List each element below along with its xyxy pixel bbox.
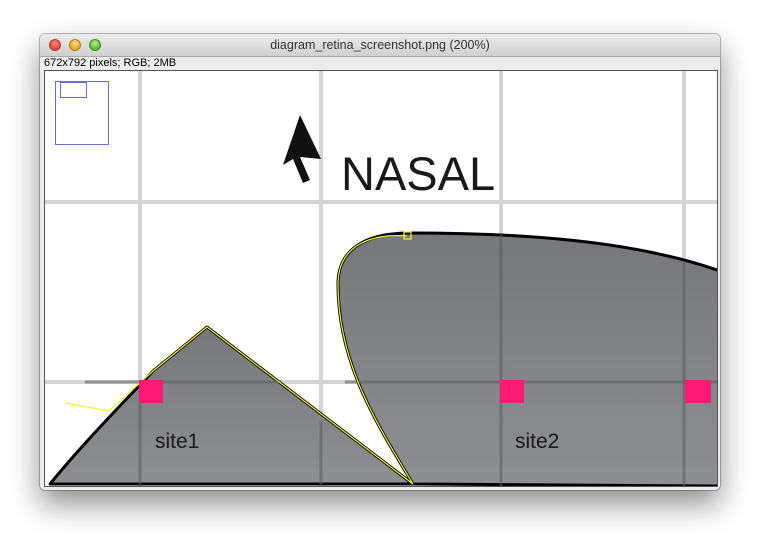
selection-handle[interactable] <box>403 231 412 240</box>
window-title: diagram_retina_screenshot.png (200%) <box>270 38 490 52</box>
title-bar[interactable]: diagram_retina_screenshot.png (200%) <box>40 34 720 57</box>
grid-overlay <box>85 233 717 486</box>
close-button[interactable] <box>49 39 61 51</box>
site3-marker <box>685 380 711 403</box>
nasal-arrow-icon <box>283 115 321 183</box>
site2-marker <box>500 380 524 403</box>
retina-diagram: site1 site2 NASAL <box>45 71 717 486</box>
image-window: diagram_retina_screenshot.png (200%) 672… <box>40 34 720 490</box>
minimize-button[interactable] <box>69 39 81 51</box>
nasal-label: NASAL <box>341 147 495 200</box>
image-canvas[interactable]: site1 site2 NASAL <box>44 70 718 487</box>
zoom-button[interactable] <box>89 39 101 51</box>
site2-label: site2 <box>515 430 559 453</box>
image-info: 672x792 pixels; RGB; 2MB <box>44 57 177 69</box>
retina-regions <box>48 231 717 486</box>
navigator-thumbnail[interactable] <box>55 81 109 145</box>
site1-label: site1 <box>155 430 199 453</box>
site-markers <box>139 380 711 403</box>
site1-marker <box>139 380 163 403</box>
selection-outline <box>64 231 414 485</box>
